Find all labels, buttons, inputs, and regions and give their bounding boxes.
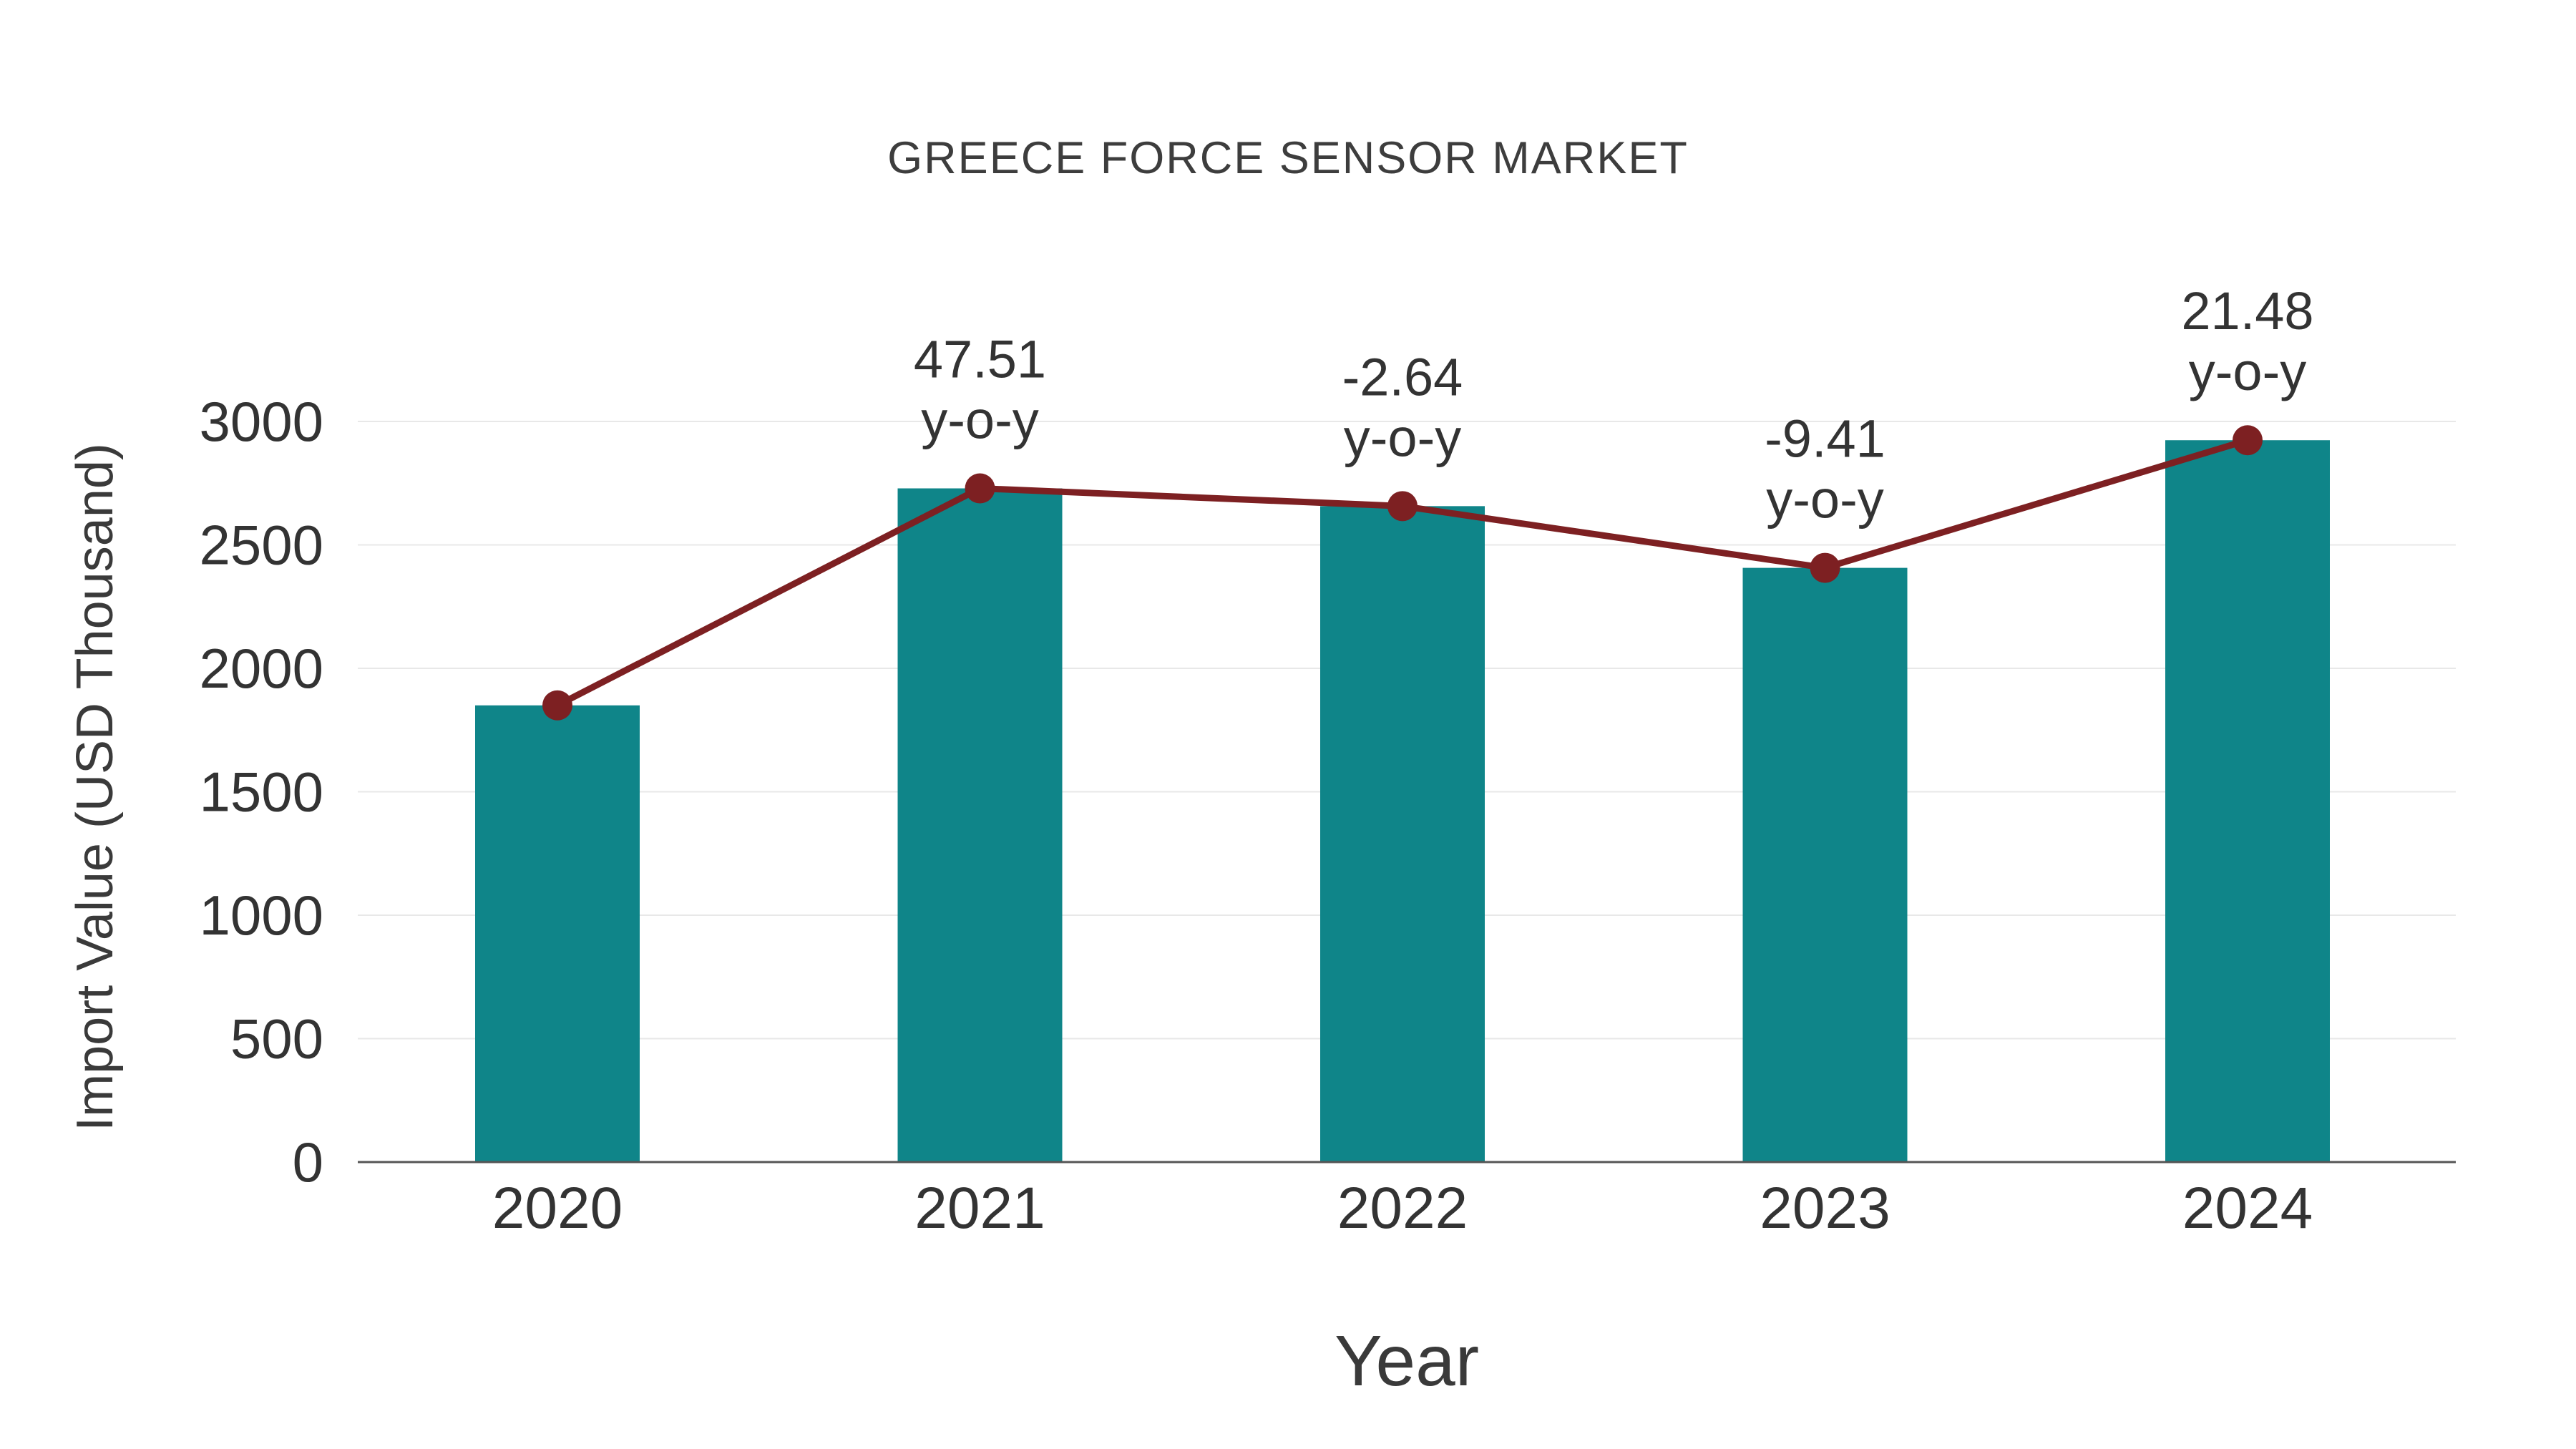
bar-2021 (897, 488, 1063, 1162)
trend-marker-2022 (1387, 491, 1418, 522)
bar-2020 (475, 705, 640, 1162)
yoy-suffix-label: y-o-y (1766, 470, 1883, 530)
trend-marker-2021 (965, 473, 995, 504)
chart-title: GREECE FORCE SENSOR MARKET (887, 133, 1689, 183)
y-tick-label: 2000 (199, 637, 323, 700)
y-tick-label: 2500 (199, 514, 323, 577)
y-tick-label: 1000 (199, 884, 323, 947)
bar-2024 (2165, 440, 2330, 1162)
x-tick-label: 2023 (1760, 1176, 1890, 1241)
x-tick-label: 2022 (1337, 1176, 1468, 1241)
x-tick-label: 2021 (914, 1176, 1045, 1241)
yoy-value-label: -2.64 (1342, 347, 1463, 406)
yoy-suffix-label: y-o-y (921, 390, 1038, 449)
bar-2023 (1742, 567, 1908, 1162)
yoy-suffix-label: y-o-y (2189, 342, 2306, 401)
trend-marker-2020 (542, 690, 572, 721)
trend-marker-2024 (2233, 425, 2263, 456)
yoy-value-label: 21.48 (2181, 281, 2313, 341)
yoy-value-label: 47.51 (914, 329, 1046, 389)
bar-2022 (1320, 506, 1485, 1162)
x-tick-label: 2024 (2182, 1176, 2313, 1241)
y-tick-label: 1500 (199, 761, 323, 824)
y-tick-label: 3000 (199, 390, 323, 453)
x-tick-label: 2020 (492, 1176, 623, 1241)
x-axis-label: Year (1334, 1321, 1480, 1401)
yoy-value-label: -9.41 (1765, 409, 1885, 469)
y-tick-label: 500 (230, 1008, 323, 1070)
trend-marker-2023 (1810, 552, 1840, 583)
y-tick-label: 0 (293, 1131, 323, 1194)
yoy-suffix-label: y-o-y (1344, 408, 1461, 467)
